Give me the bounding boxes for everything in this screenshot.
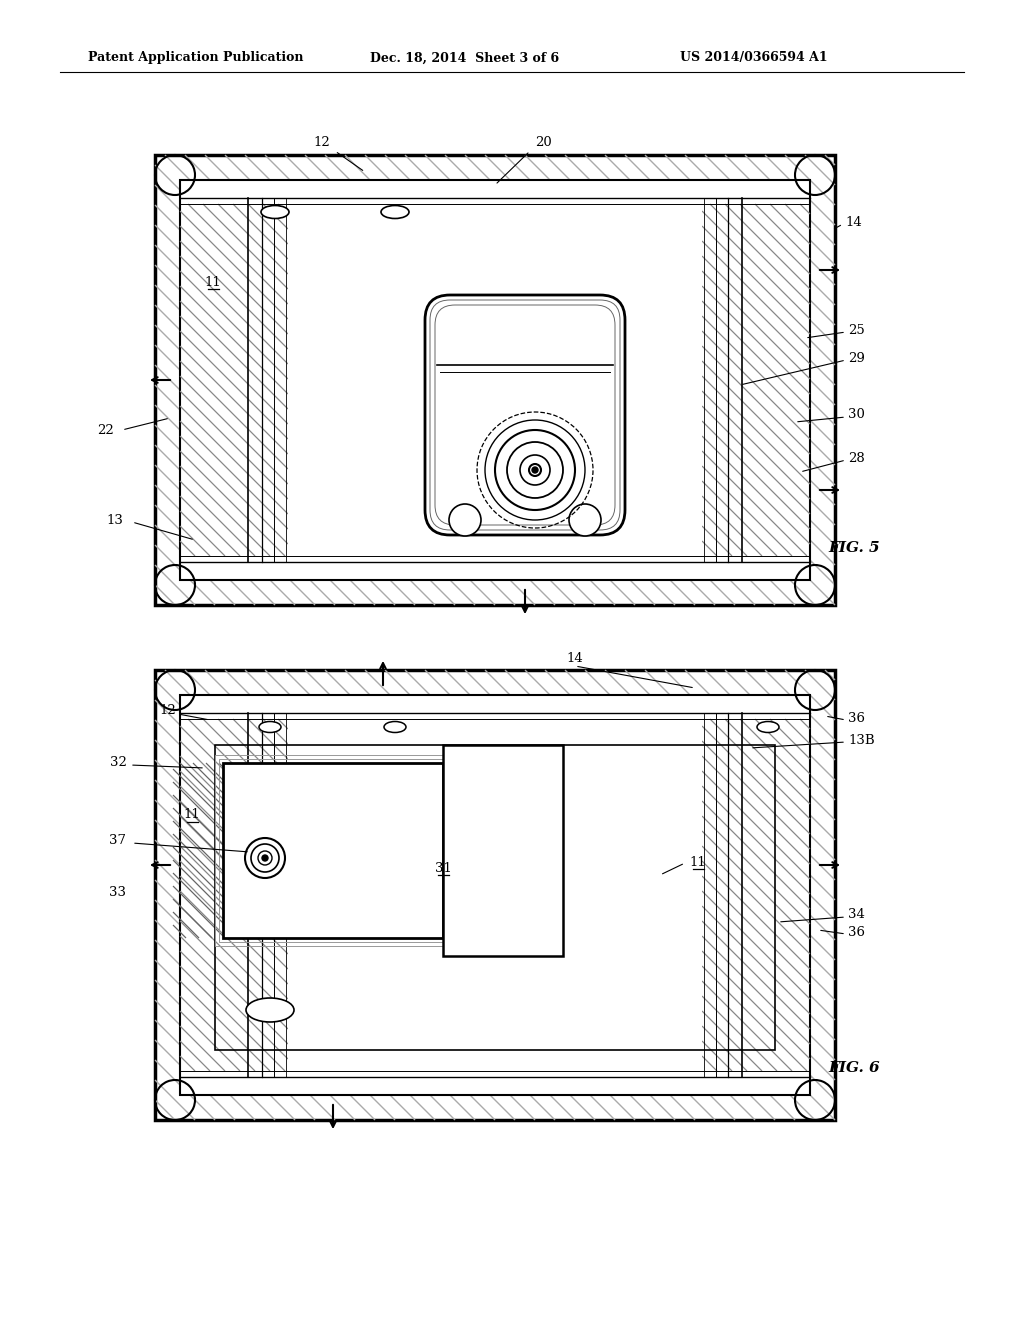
Bar bbox=[288, 205, 702, 556]
Text: 28: 28 bbox=[848, 451, 864, 465]
Text: FIG. 5: FIG. 5 bbox=[828, 541, 880, 554]
Ellipse shape bbox=[381, 206, 409, 219]
Text: 36: 36 bbox=[848, 925, 865, 939]
Ellipse shape bbox=[757, 722, 779, 733]
Bar bbox=[215, 755, 451, 946]
Text: Patent Application Publication: Patent Application Publication bbox=[88, 51, 303, 65]
Circle shape bbox=[532, 467, 538, 473]
Ellipse shape bbox=[384, 722, 406, 733]
Ellipse shape bbox=[246, 998, 294, 1022]
Text: 31: 31 bbox=[434, 862, 452, 874]
Ellipse shape bbox=[261, 206, 289, 219]
Text: 11: 11 bbox=[183, 808, 201, 821]
Text: FIG. 6: FIG. 6 bbox=[828, 1061, 880, 1074]
Bar bbox=[219, 759, 447, 942]
Bar bbox=[180, 696, 810, 1096]
Text: 20: 20 bbox=[535, 136, 551, 149]
Text: 34: 34 bbox=[848, 908, 865, 921]
Text: 30: 30 bbox=[848, 408, 865, 421]
Circle shape bbox=[262, 855, 268, 861]
Text: 36: 36 bbox=[848, 711, 865, 725]
Text: US 2014/0366594 A1: US 2014/0366594 A1 bbox=[680, 51, 827, 65]
Circle shape bbox=[569, 504, 601, 536]
Bar bbox=[288, 719, 702, 1071]
Ellipse shape bbox=[259, 722, 281, 733]
Bar bbox=[215, 744, 775, 1049]
Bar bbox=[155, 671, 835, 1119]
Text: 33: 33 bbox=[110, 886, 127, 899]
Text: 14: 14 bbox=[566, 652, 584, 664]
Bar bbox=[180, 180, 810, 579]
Text: 37: 37 bbox=[110, 833, 127, 846]
Text: Dec. 18, 2014  Sheet 3 of 6: Dec. 18, 2014 Sheet 3 of 6 bbox=[370, 51, 559, 65]
Text: 14: 14 bbox=[845, 215, 862, 228]
Circle shape bbox=[449, 504, 481, 536]
FancyBboxPatch shape bbox=[425, 294, 625, 535]
Bar bbox=[443, 744, 563, 956]
Text: 13: 13 bbox=[106, 513, 124, 527]
Text: 13B: 13B bbox=[848, 734, 874, 747]
Text: 22: 22 bbox=[96, 424, 114, 437]
Text: 12: 12 bbox=[160, 704, 176, 717]
Text: 11: 11 bbox=[689, 855, 707, 869]
Text: 11: 11 bbox=[205, 276, 221, 289]
Text: 12: 12 bbox=[313, 136, 331, 149]
Bar bbox=[223, 763, 443, 939]
Text: 32: 32 bbox=[110, 756, 126, 770]
Text: 25: 25 bbox=[848, 323, 864, 337]
Text: 29: 29 bbox=[848, 351, 865, 364]
Bar bbox=[155, 154, 835, 605]
